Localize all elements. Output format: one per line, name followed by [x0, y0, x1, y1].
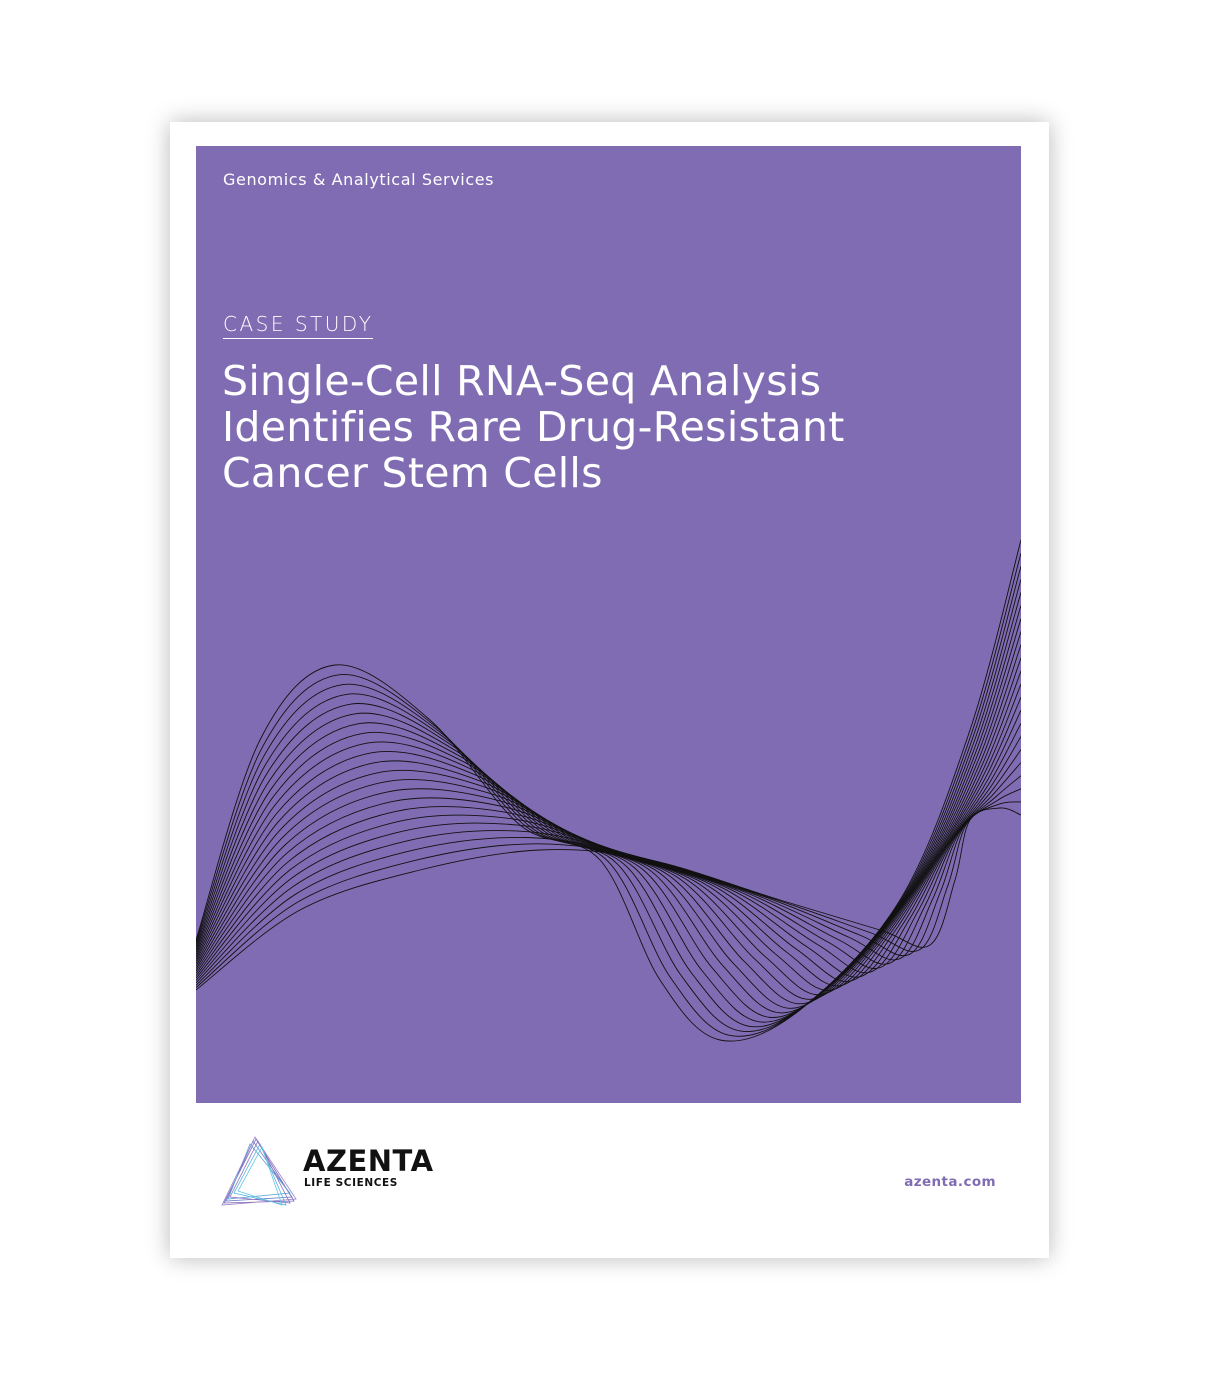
- brand: AZENTA: [303, 1144, 434, 1178]
- wave-line: [196, 683, 1021, 991]
- wave-line: [196, 552, 1021, 1037]
- wave-line: [196, 710, 1021, 982]
- wave-line: [196, 749, 1021, 979]
- wave-line: [196, 762, 1021, 981]
- wave-line: [196, 723, 1021, 978]
- document-cover: Genomics & Analytical Services CASE STUD…: [170, 122, 1049, 1258]
- logo-mark: [221, 1136, 297, 1206]
- wave-line: [196, 539, 1021, 1042]
- title-line: Single-Cell RNA-Seq Analysis: [222, 357, 822, 405]
- wave-line: [196, 618, 1021, 1014]
- wave-line: [196, 579, 1021, 1028]
- wave-line: [196, 807, 1021, 991]
- wave-line: [196, 696, 1021, 987]
- wave-line: [196, 670, 1021, 996]
- wave-line: [196, 736, 1021, 976]
- brand-sub: LIFE SCIENCES: [304, 1177, 398, 1189]
- wave-line: [196, 657, 1021, 1000]
- wave-line: [196, 775, 1021, 984]
- wave-line: [196, 605, 1021, 1018]
- wave-line: [196, 631, 1021, 1009]
- wave-graphic: [196, 539, 1021, 1042]
- wave-line: [196, 592, 1021, 1023]
- title-line: Cancer Stem Cells: [222, 449, 603, 497]
- doc-label: CASE STUDY: [223, 312, 374, 339]
- cover-panel: Genomics & Analytical Services CASE STUD…: [196, 146, 1021, 1103]
- wave-line: [196, 788, 1021, 986]
- division: Genomics & Analytical Services: [223, 170, 495, 189]
- title: Single-Cell RNA-Seq Analysis Identifies …: [222, 358, 845, 496]
- wave-line: [196, 801, 1021, 988]
- wave-line: [196, 644, 1021, 1005]
- wave-line: [196, 566, 1021, 1032]
- website[interactable]: azenta.com: [904, 1174, 996, 1190]
- title-line: Identifies Rare Drug-Resistant: [222, 403, 845, 451]
